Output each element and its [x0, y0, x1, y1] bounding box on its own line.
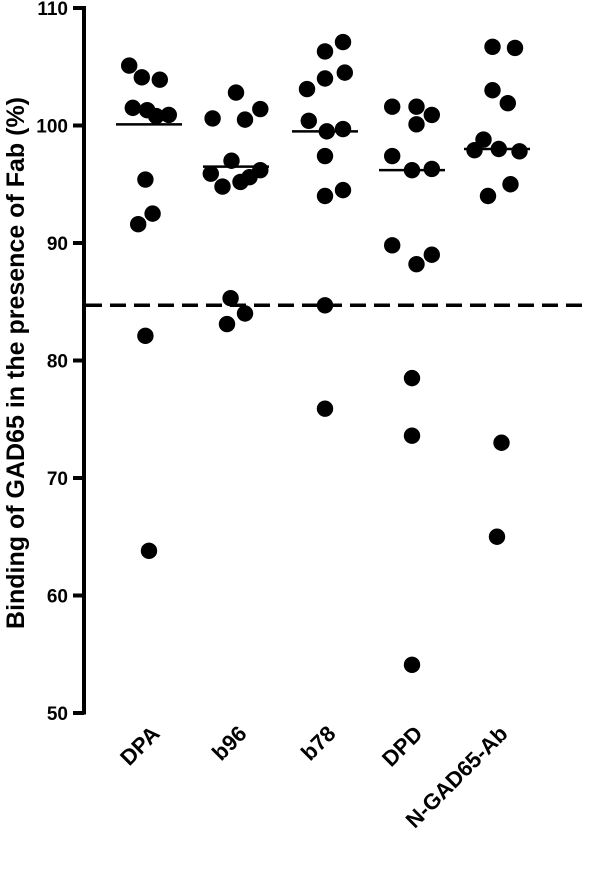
data-point-dpa: [151, 71, 168, 88]
data-point-dpa: [137, 171, 154, 188]
data-point-dpd: [423, 106, 440, 124]
data-point-b78: [300, 112, 317, 129]
y-tick-label: 60: [47, 587, 68, 608]
y-tick-label: 70: [47, 469, 68, 490]
data-point-b78: [316, 147, 334, 165]
data-point-dpa: [140, 542, 158, 560]
data-point-b78: [316, 297, 334, 314]
data-point-dpd: [403, 427, 421, 444]
data-point-dpd: [403, 656, 421, 674]
data-point-dpd: [408, 116, 425, 133]
data-point-b96: [214, 178, 231, 195]
data-point-b78: [316, 43, 334, 60]
y-tick-label: 100: [36, 117, 68, 138]
y-tick-label: 50: [47, 704, 68, 725]
y-axis-title: Binding of GAD65 in the presence of Fab …: [2, 97, 30, 629]
data-point-b78: [334, 33, 352, 51]
data-point-dpa: [144, 205, 161, 222]
data-point-n-gad65-ab: [506, 39, 524, 57]
data-point-b96: [232, 173, 249, 191]
y-tick-label: 80: [47, 352, 68, 373]
y-tick-label: 90: [47, 234, 68, 255]
data-point-b96: [227, 84, 245, 101]
data-point-n-gad65-ab: [502, 176, 519, 193]
data-point-b96: [236, 111, 254, 128]
data-point-n-gad65-ab: [511, 143, 528, 160]
data-point-b78: [336, 64, 353, 81]
data-point-dpa: [133, 69, 150, 86]
data-point-dpa: [137, 327, 154, 345]
data-point-b96: [218, 315, 236, 333]
data-point-dpa: [160, 106, 177, 124]
data-point-dpa: [148, 107, 165, 125]
data-point-b78: [334, 181, 352, 199]
data-point-b96: [252, 100, 269, 118]
data-point-b96: [223, 152, 240, 169]
data-point-dpa: [124, 99, 141, 117]
data-point-b96: [236, 305, 254, 322]
data-point-b78: [298, 80, 316, 98]
data-point-n-gad65-ab: [499, 94, 516, 112]
data-point-b78: [316, 400, 334, 417]
data-point-n-gad65-ab: [488, 528, 506, 545]
data-point-dpa: [121, 57, 138, 74]
data-point-b78: [316, 187, 334, 205]
y-tick-label: 110: [37, 0, 68, 20]
data-point-b78: [334, 120, 352, 138]
median-lines: [116, 123, 530, 172]
data-point-b96: [222, 290, 239, 307]
data-point-dpd: [408, 255, 425, 273]
data-point-dpd: [403, 369, 421, 387]
data-point-dpd: [423, 246, 440, 263]
data-point-n-gad65-ab: [484, 38, 501, 55]
data-point-b78: [316, 70, 334, 87]
data-point-dpd: [384, 147, 401, 165]
x-tick-label: DPD: [377, 721, 428, 772]
axes: 50 60 70 80 90 100 110: [36, 0, 86, 725]
data-point-dpa: [130, 216, 147, 233]
data-point-b96: [202, 165, 219, 182]
data-points: [121, 33, 528, 674]
data-point-dpd: [384, 98, 401, 115]
data-point-n-gad65-ab: [484, 82, 501, 99]
x-tick-label: DPA: [115, 721, 164, 770]
x-tick-label: b78: [296, 721, 340, 765]
data-point-dpd: [384, 237, 401, 254]
data-point-dpd: [408, 98, 425, 115]
data-point-n-gad65-ab: [479, 187, 497, 205]
data-point-n-gad65-ab: [493, 434, 510, 451]
data-point-b96: [204, 110, 221, 127]
x-tick-label: b96: [207, 721, 251, 765]
